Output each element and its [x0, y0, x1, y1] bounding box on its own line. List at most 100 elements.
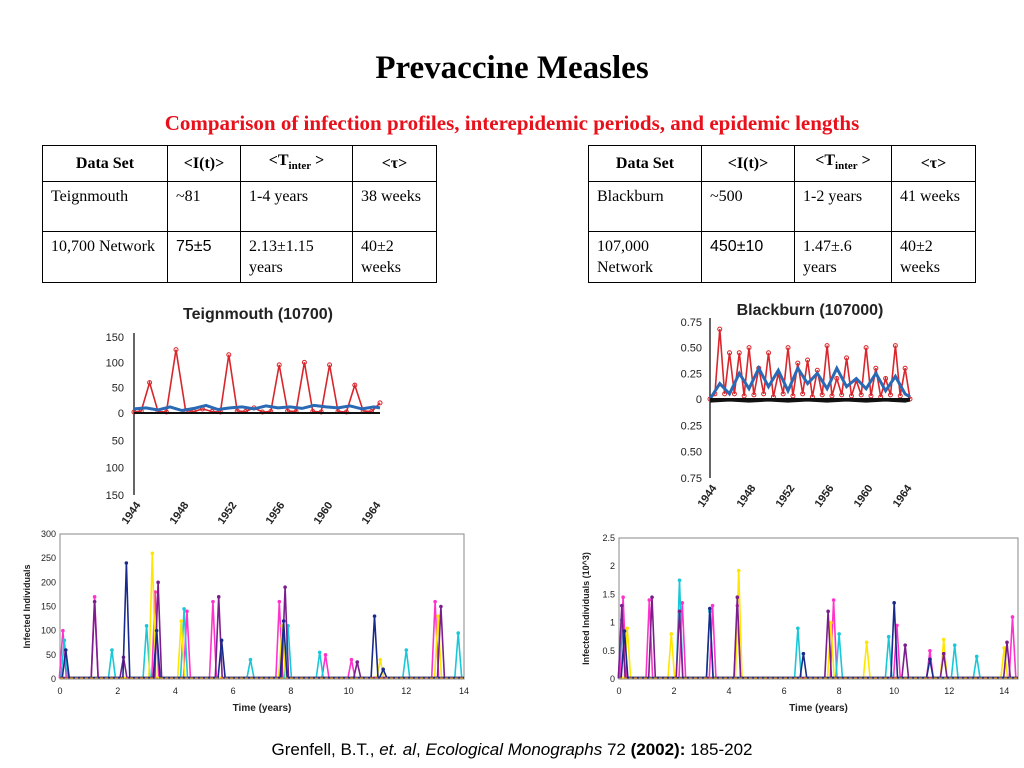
data-point — [1005, 640, 1009, 645]
x-axis-label: Time (years) — [233, 703, 292, 714]
data-point — [902, 365, 908, 371]
data-point — [736, 350, 742, 356]
data-point — [301, 359, 307, 365]
data-point — [892, 601, 896, 605]
data-point — [62, 638, 67, 643]
data-point — [154, 628, 159, 633]
data-point — [805, 357, 811, 363]
data-point — [710, 603, 715, 608]
data-point — [829, 393, 835, 399]
blackburn-table: Data Set <I(t)> <Tinter > <τ> Blackburn … — [588, 144, 976, 284]
cell-dataset: Blackburn — [588, 181, 702, 233]
series-line — [58, 591, 464, 679]
plot-frame — [59, 533, 465, 680]
data-point — [952, 643, 957, 647]
data-point — [824, 343, 830, 349]
y-tick-label: 0.50 — [681, 447, 702, 459]
data-point — [185, 609, 189, 614]
data-point — [677, 609, 682, 614]
y-tick-label: 2 — [610, 561, 615, 571]
series-line — [709, 398, 911, 403]
data-point — [381, 667, 386, 672]
x-tick-label: 8 — [837, 686, 842, 696]
data-point — [941, 637, 946, 642]
citation-year: (2002): — [630, 740, 686, 759]
data-point — [928, 649, 932, 653]
data-point — [858, 392, 864, 398]
data-point — [622, 629, 627, 633]
x-tick-label: 0 — [57, 686, 62, 696]
blackburn-data-svg: Blackburn (107000) 0.75 0.50 0.25 0 0.25 0.50 0… — [681, 302, 916, 510]
blackburn-network-svg: 0 0.5 1 1.5 2 2.5 0 2 4 6 8 10 12 14 Time (years) Infec… — [581, 533, 1019, 714]
data-point — [795, 360, 801, 366]
cell-epidemic-length: 40±2 weeks — [352, 231, 437, 284]
y-tick-label: 2.5 — [602, 533, 615, 543]
data-point — [650, 595, 654, 600]
series-line — [133, 403, 381, 413]
y-tick-label: 0.75 — [681, 317, 702, 329]
citation-pages: 185-202 — [685, 740, 753, 759]
data-point — [433, 599, 437, 604]
header-dataset: Data Set — [42, 144, 168, 183]
cell-mean-infected: 450±10 — [701, 231, 795, 284]
citation-sep: , — [416, 740, 426, 759]
series-line — [60, 608, 464, 679]
y-tick-label: 100 — [106, 463, 124, 475]
data-point — [439, 604, 443, 609]
data-point — [741, 393, 747, 399]
table-row: Blackburn ~500 1-2 years 41 weeks — [588, 181, 976, 233]
y-tick-label: 50 — [112, 383, 124, 395]
x-tick-label: 1944 — [696, 482, 720, 510]
data-point — [63, 648, 68, 652]
y-tick-label: 50 — [46, 650, 56, 660]
header-mean-infected: <I(t)> — [167, 144, 241, 183]
x-tick-label: 8 — [288, 686, 293, 696]
y-tick-label: 0 — [610, 674, 615, 684]
cell-dataset: 10,700 Network — [42, 231, 168, 284]
data-point — [897, 393, 903, 399]
series-line — [60, 553, 464, 679]
cell-dataset: 107,000 Network — [588, 231, 702, 284]
teignmouth-network-svg: 0 50 100 150 200 250 300 0 2 4 6 8 10 12 14 Time (years… — [22, 529, 469, 714]
data-point — [790, 393, 796, 399]
data-point — [722, 391, 728, 397]
header-epidemic-length: <τ> — [352, 144, 437, 183]
data-point — [751, 392, 757, 398]
header-mean-infected: <I(t)> — [701, 144, 795, 183]
series-line — [709, 329, 911, 400]
data-point — [372, 614, 377, 618]
data-point — [669, 632, 674, 636]
header-dataset: Data Set — [588, 144, 702, 183]
y-tick-label: 0 — [118, 408, 124, 420]
x-tick-label: 1948 — [168, 500, 192, 527]
x-tick-label: 1952 — [216, 500, 240, 527]
cell-epidemic-length: 40±2 weeks — [891, 231, 976, 284]
slide-subtitle: Comparison of infection profiles, intere… — [164, 111, 860, 135]
teignmouth-network-chart: 0 50 100 150 200 250 300 0 2 4 6 8 10 12 14 Time (years… — [18, 525, 478, 735]
x-tick-label: 1948 — [735, 483, 759, 510]
data-point — [150, 551, 155, 556]
data-point — [868, 393, 874, 399]
data-point — [124, 561, 129, 565]
data-point — [173, 347, 179, 353]
data-point — [281, 619, 286, 623]
chart-title: Teignmouth (10700) — [183, 306, 333, 323]
x-tick-label: 1964 — [891, 482, 915, 510]
x-tick-label: 1960 — [852, 483, 876, 510]
cell-interepidemic: 1.47±.6 years — [794, 231, 892, 284]
citation-journal: Ecological Monographs — [425, 740, 603, 759]
y-tick-label: 150 — [41, 602, 56, 612]
data-point — [92, 595, 97, 599]
data-point — [153, 590, 158, 594]
series-line — [708, 364, 911, 400]
plot-frame — [618, 537, 1019, 680]
x-tick-label: 4 — [173, 686, 178, 696]
data-point — [436, 614, 440, 618]
x-tick-label: 1956 — [813, 483, 837, 510]
data-point — [349, 657, 354, 662]
data-point — [1002, 646, 1007, 650]
table-row: 107,000 Network 450±10 1.47±.6 years 40±… — [588, 231, 976, 284]
data-point — [837, 632, 841, 636]
cell-mean-infected: ~500 — [701, 181, 795, 233]
